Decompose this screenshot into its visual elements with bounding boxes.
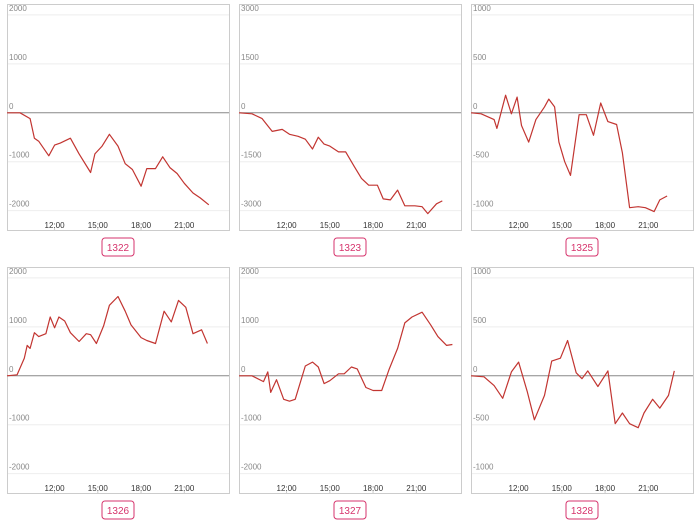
y-tick-label: -1000 [241,414,262,423]
chart-panel: -2000 -1000 0 1000 2000 12:00 15:00 18:00 21:00 1… [6,267,230,520]
x-tick-label: 12:00 [509,221,530,230]
panel-frame [471,4,694,231]
data-line [6,295,208,377]
y-tick-label: 0 [473,102,478,111]
y-tick-label: 1500 [241,53,259,62]
y-tick-label: 1000 [473,267,491,276]
panel-frame [7,267,230,494]
chart-panel: -3000 -1500 0 1500 3000 12:00 15:00 18:00 21:00 1… [238,4,462,257]
chart-panel: -1000 -500 0 500 1000 12:00 15:00 18:00 21:00 132… [470,4,694,257]
x-tick-label: 18:00 [363,221,384,230]
data-line [7,112,210,206]
x-tick-label: 21:00 [638,221,659,230]
y-tick-label: 0 [9,365,14,374]
x-tick-label: 15:00 [552,221,573,230]
data-line [238,112,443,215]
y-tick-label: -2000 [9,200,30,209]
y-tick-label: 500 [473,53,487,62]
y-tick-label: -3000 [241,200,262,209]
title-box [101,237,135,257]
x-tick-label: 18:00 [131,484,152,493]
y-tick-label: 500 [473,316,487,325]
x-tick-label: 15:00 [552,484,573,493]
panel-frame [239,4,462,231]
title-box [333,237,367,257]
x-tick-label: 12:00 [277,221,298,230]
x-tick-label: 21:00 [406,484,427,493]
x-tick-label: 15:00 [320,221,341,230]
chart-title: 1328 [571,506,594,517]
y-tick-label: 1000 [9,316,27,325]
x-tick-label: 21:00 [638,484,659,493]
y-tick-label: 2000 [241,267,259,276]
title-box [565,237,599,257]
x-tick-label: 12:00 [509,484,530,493]
x-tick-label: 12:00 [277,484,298,493]
chart-panel: -2000 -1000 0 1000 2000 12:00 15:00 18:00 21:00 1… [7,4,230,257]
y-tick-label: -2000 [241,463,262,472]
chart-title: 1326 [107,506,130,517]
data-line [470,94,668,213]
data-line [470,339,675,429]
y-tick-label: -1000 [9,151,30,160]
y-tick-label: 3000 [241,4,259,13]
y-tick-label: 1000 [241,316,259,325]
panel-frame [239,267,462,494]
x-tick-label: 15:00 [320,484,341,493]
title-box [565,500,599,520]
panel-frame [471,267,694,494]
x-tick-label: 18:00 [363,484,384,493]
y-tick-label: -500 [473,414,490,423]
x-tick-label: 21:00 [174,221,195,230]
y-tick-label: -1000 [9,414,30,423]
chart-panel: -2000 -1000 0 1000 2000 12:00 15:00 18:00 21:00 1… [239,267,462,520]
y-tick-label: -500 [473,151,490,160]
x-tick-label: 15:00 [88,221,109,230]
chart-title: 1323 [339,243,362,254]
x-tick-label: 18:00 [595,221,616,230]
y-tick-label: 1000 [9,53,27,62]
x-tick-label: 21:00 [406,221,427,230]
y-tick-label: -1500 [241,151,262,160]
title-box [101,500,135,520]
chart-title: 1325 [571,243,594,254]
y-tick-label: 0 [9,102,14,111]
y-tick-label: -1000 [473,463,494,472]
x-tick-label: 12:00 [45,221,66,230]
y-tick-label: 2000 [9,4,27,13]
chart-title: 1322 [107,243,130,254]
data-line [239,311,453,402]
panel-frame [7,4,230,231]
x-tick-label: 15:00 [88,484,109,493]
y-tick-label: 0 [473,365,478,374]
x-tick-label: 18:00 [595,484,616,493]
y-tick-label: -2000 [9,463,30,472]
title-box [333,500,367,520]
chart-panel: -1000 -500 0 500 1000 12:00 15:00 18:00 21:00 132… [470,267,694,520]
x-tick-label: 18:00 [131,221,152,230]
x-tick-label: 21:00 [174,484,195,493]
y-tick-label: 0 [241,102,246,111]
y-tick-label: 0 [241,365,246,374]
y-tick-label: 2000 [9,267,27,276]
x-tick-label: 12:00 [45,484,66,493]
y-tick-label: 1000 [473,4,491,13]
y-tick-label: -1000 [473,200,494,209]
chart-title: 1327 [339,506,362,517]
